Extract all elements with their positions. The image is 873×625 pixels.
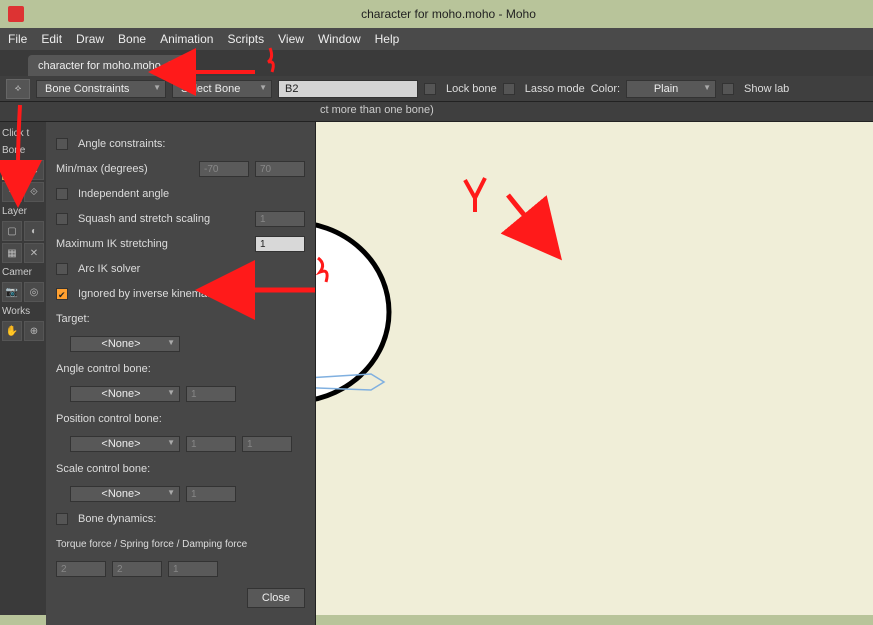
angle-control-label: Angle control bone: [56,363,151,375]
menu-bar: File Edit Draw Bone Animation Scripts Vi… [0,28,873,50]
menu-animation[interactable]: Animation [160,32,213,46]
color-dropdown[interactable]: Plain [626,80,716,98]
target-label: Target: [56,313,90,325]
menu-scripts[interactable]: Scripts [227,32,264,46]
bone-tool-2[interactable]: C [24,160,44,180]
document-tab-row: character for moho.moho ✎ [0,50,873,76]
ignored-ik-label: Ignored by inverse kinematics [78,288,224,300]
angle-constraints-label: Angle constraints: [78,138,165,150]
select-bone-tool[interactable]: ⟡ [2,160,22,180]
max-ik-input[interactable] [255,236,305,252]
menu-file[interactable]: File [8,32,27,46]
bone-dynamics-checkbox[interactable] [56,513,68,525]
ignored-ik-checkbox[interactable] [56,288,68,300]
main-area: Click t Bone ⟡ C ↯ ⟐ Layer ▢ ◐ ▦ ✕ Camer… [0,122,873,615]
angle-control-value[interactable] [186,386,236,402]
bone-constraints-panel: Angle constraints: Min/max (degrees) Ind… [46,122,316,625]
position-control-dropdown[interactable]: <None> [70,436,180,452]
torque-label: Torque force / Spring force / Damping fo… [56,539,247,550]
options-toolbar: ⟡ Bone Constraints Select Bone Lock bone… [0,76,873,102]
menu-edit[interactable]: Edit [41,32,62,46]
lock-bone-label: Lock bone [446,83,497,95]
close-button[interactable]: Close [247,588,305,608]
bone-tool-3[interactable]: ↯ [2,182,22,202]
bone-name-input[interactable] [278,80,418,98]
angle-control-dropdown[interactable]: <None> [70,386,180,402]
menu-draw[interactable]: Draw [76,32,104,46]
position-control-value-1[interactable] [186,436,236,452]
layer-tool-1[interactable]: ▢ [2,221,22,241]
bone-tool-icon[interactable]: ⟡ [6,79,30,99]
independent-angle-checkbox[interactable] [56,188,68,200]
position-control-value-2[interactable] [242,436,292,452]
color-label: Color: [591,83,620,95]
app-icon [8,6,24,22]
max-degrees-input[interactable] [255,161,305,177]
show-label-label: Show lab [744,83,789,95]
arc-ik-checkbox[interactable] [56,263,68,275]
squash-checkbox[interactable] [56,213,68,225]
target-dropdown[interactable]: <None> [70,336,180,352]
workspace-tool-1[interactable]: ✋ [2,321,22,341]
camera-tool-2[interactable]: ◎ [24,282,44,302]
scale-control-dropdown[interactable]: <None> [70,486,180,502]
window-titlebar: character for moho.moho - Moho [0,0,873,28]
arc-ik-label: Arc IK solver [78,263,140,275]
max-ik-label: Maximum IK stretching [56,238,249,250]
bone-tool-4[interactable]: ⟐ [24,182,44,202]
pencil-icon: ✎ [167,59,176,72]
click-label: Click t [2,126,44,141]
show-label-checkbox[interactable] [722,83,734,95]
lock-bone-checkbox[interactable] [424,83,436,95]
damping-value[interactable] [168,561,218,577]
scale-control-value[interactable] [186,486,236,502]
angle-constraints-checkbox[interactable] [56,138,68,150]
min-degrees-input[interactable] [199,161,249,177]
lasso-mode-checkbox[interactable] [503,83,515,95]
torque-value[interactable] [56,561,106,577]
hint-text: ct more than one bone) [320,104,434,116]
workspace-tool-2[interactable]: ⊕ [24,321,44,341]
layer-tool-2[interactable]: ◐ [24,221,44,241]
scale-control-label: Scale control bone: [56,463,150,475]
menu-window[interactable]: Window [318,32,361,46]
bone-group-label: Bone [2,143,44,158]
menu-bone[interactable]: Bone [118,32,146,46]
independent-angle-label: Independent angle [78,188,169,200]
squash-value-input[interactable] [255,211,305,227]
lasso-mode-label: Lasso mode [525,83,585,95]
camera-group-label: Camer [2,265,44,280]
window-title: character for moho.moho - Moho [32,7,865,21]
position-control-label: Position control bone: [56,413,162,425]
side-toolbox: Click t Bone ⟡ C ↯ ⟐ Layer ▢ ◐ ▦ ✕ Camer… [0,122,46,615]
menu-help[interactable]: Help [375,32,400,46]
layer-tool-3[interactable]: ▦ [2,243,22,263]
bone-dynamics-label: Bone dynamics: [78,513,156,525]
spring-value[interactable] [112,561,162,577]
layer-tool-4[interactable]: ✕ [24,243,44,263]
camera-tool-1[interactable]: 📷 [2,282,22,302]
minmax-label: Min/max (degrees) [56,163,193,175]
bone-constraints-dropdown[interactable]: Bone Constraints [36,80,166,98]
workspace-group-label: Works [2,304,44,319]
tab-label: character for moho.moho [38,60,161,72]
squash-label: Squash and stretch scaling [78,213,249,225]
menu-view[interactable]: View [278,32,304,46]
layer-group-label: Layer [2,204,44,219]
document-tab[interactable]: character for moho.moho ✎ [28,55,190,76]
select-bone-dropdown[interactable]: Select Bone [172,80,272,98]
hint-bar: ct more than one bone) [0,102,873,122]
